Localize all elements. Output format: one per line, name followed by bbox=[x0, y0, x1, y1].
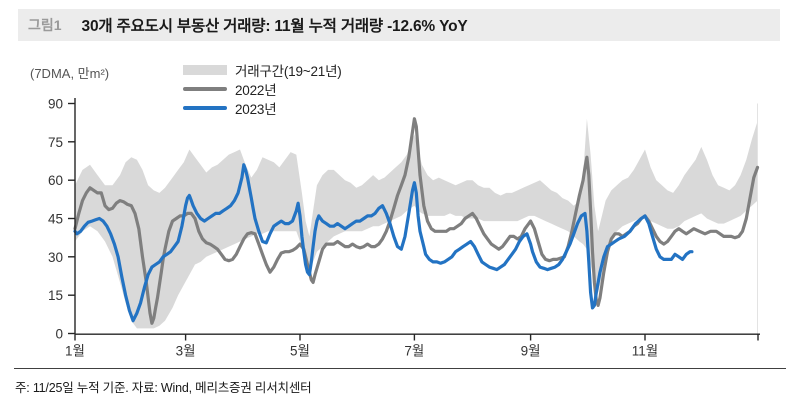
legend-label: 2023년 bbox=[235, 101, 277, 117]
y-tick-label: 30 bbox=[48, 250, 63, 265]
source-note: 주: 11/25일 누적 기준. 자료: Wind, 메리츠증권 리서치센터 bbox=[15, 381, 312, 395]
series-line-2023 bbox=[73, 163, 694, 323]
y-tick-label: 60 bbox=[48, 173, 63, 188]
legend-item-2023: 2023년 bbox=[183, 98, 342, 117]
legend-label: 거래구간(19~21년) bbox=[235, 63, 342, 79]
x-tick-label: 9월 bbox=[521, 344, 541, 359]
legend-label: 2022년 bbox=[235, 82, 277, 98]
y-tick-label: 0 bbox=[55, 327, 63, 342]
line-swatch-icon bbox=[183, 86, 227, 91]
x-tick-label: 3월 bbox=[176, 344, 196, 359]
x-tick-label: 5월 bbox=[290, 344, 310, 359]
x-tick-label: 11월 bbox=[632, 344, 658, 359]
chart-legend: 거래구간(19~21년) 2022년 2023년 bbox=[183, 60, 342, 117]
legend-item-band: 거래구간(19~21년) bbox=[183, 60, 342, 79]
x-tick-label: 1월 bbox=[65, 344, 85, 359]
figure-title-bar: 그림1 30개 주요도시 부동산 거래량: 11월 누적 거래량 -12.6% … bbox=[18, 9, 780, 41]
y-tick-label: 45 bbox=[48, 212, 63, 227]
y-axis-unit-label: (7DMA, 만m²) bbox=[30, 66, 110, 81]
band-swatch-icon bbox=[183, 64, 227, 75]
y-tick-label: 75 bbox=[48, 135, 63, 150]
footer-divider bbox=[14, 368, 786, 369]
figure-number-tag: 그림1 bbox=[28, 17, 62, 33]
y-tick-label: 15 bbox=[48, 288, 63, 303]
x-tick-label: 7월 bbox=[404, 344, 424, 359]
y-tick-label: 90 bbox=[48, 97, 63, 112]
figure-title: 30개 주요도시 부동산 거래량: 11월 누적 거래량 -12.6% YoY bbox=[81, 18, 468, 35]
range-band-19-21 bbox=[75, 118, 758, 329]
line-swatch-icon bbox=[183, 105, 227, 110]
legend-item-2022: 2022년 bbox=[183, 79, 342, 98]
